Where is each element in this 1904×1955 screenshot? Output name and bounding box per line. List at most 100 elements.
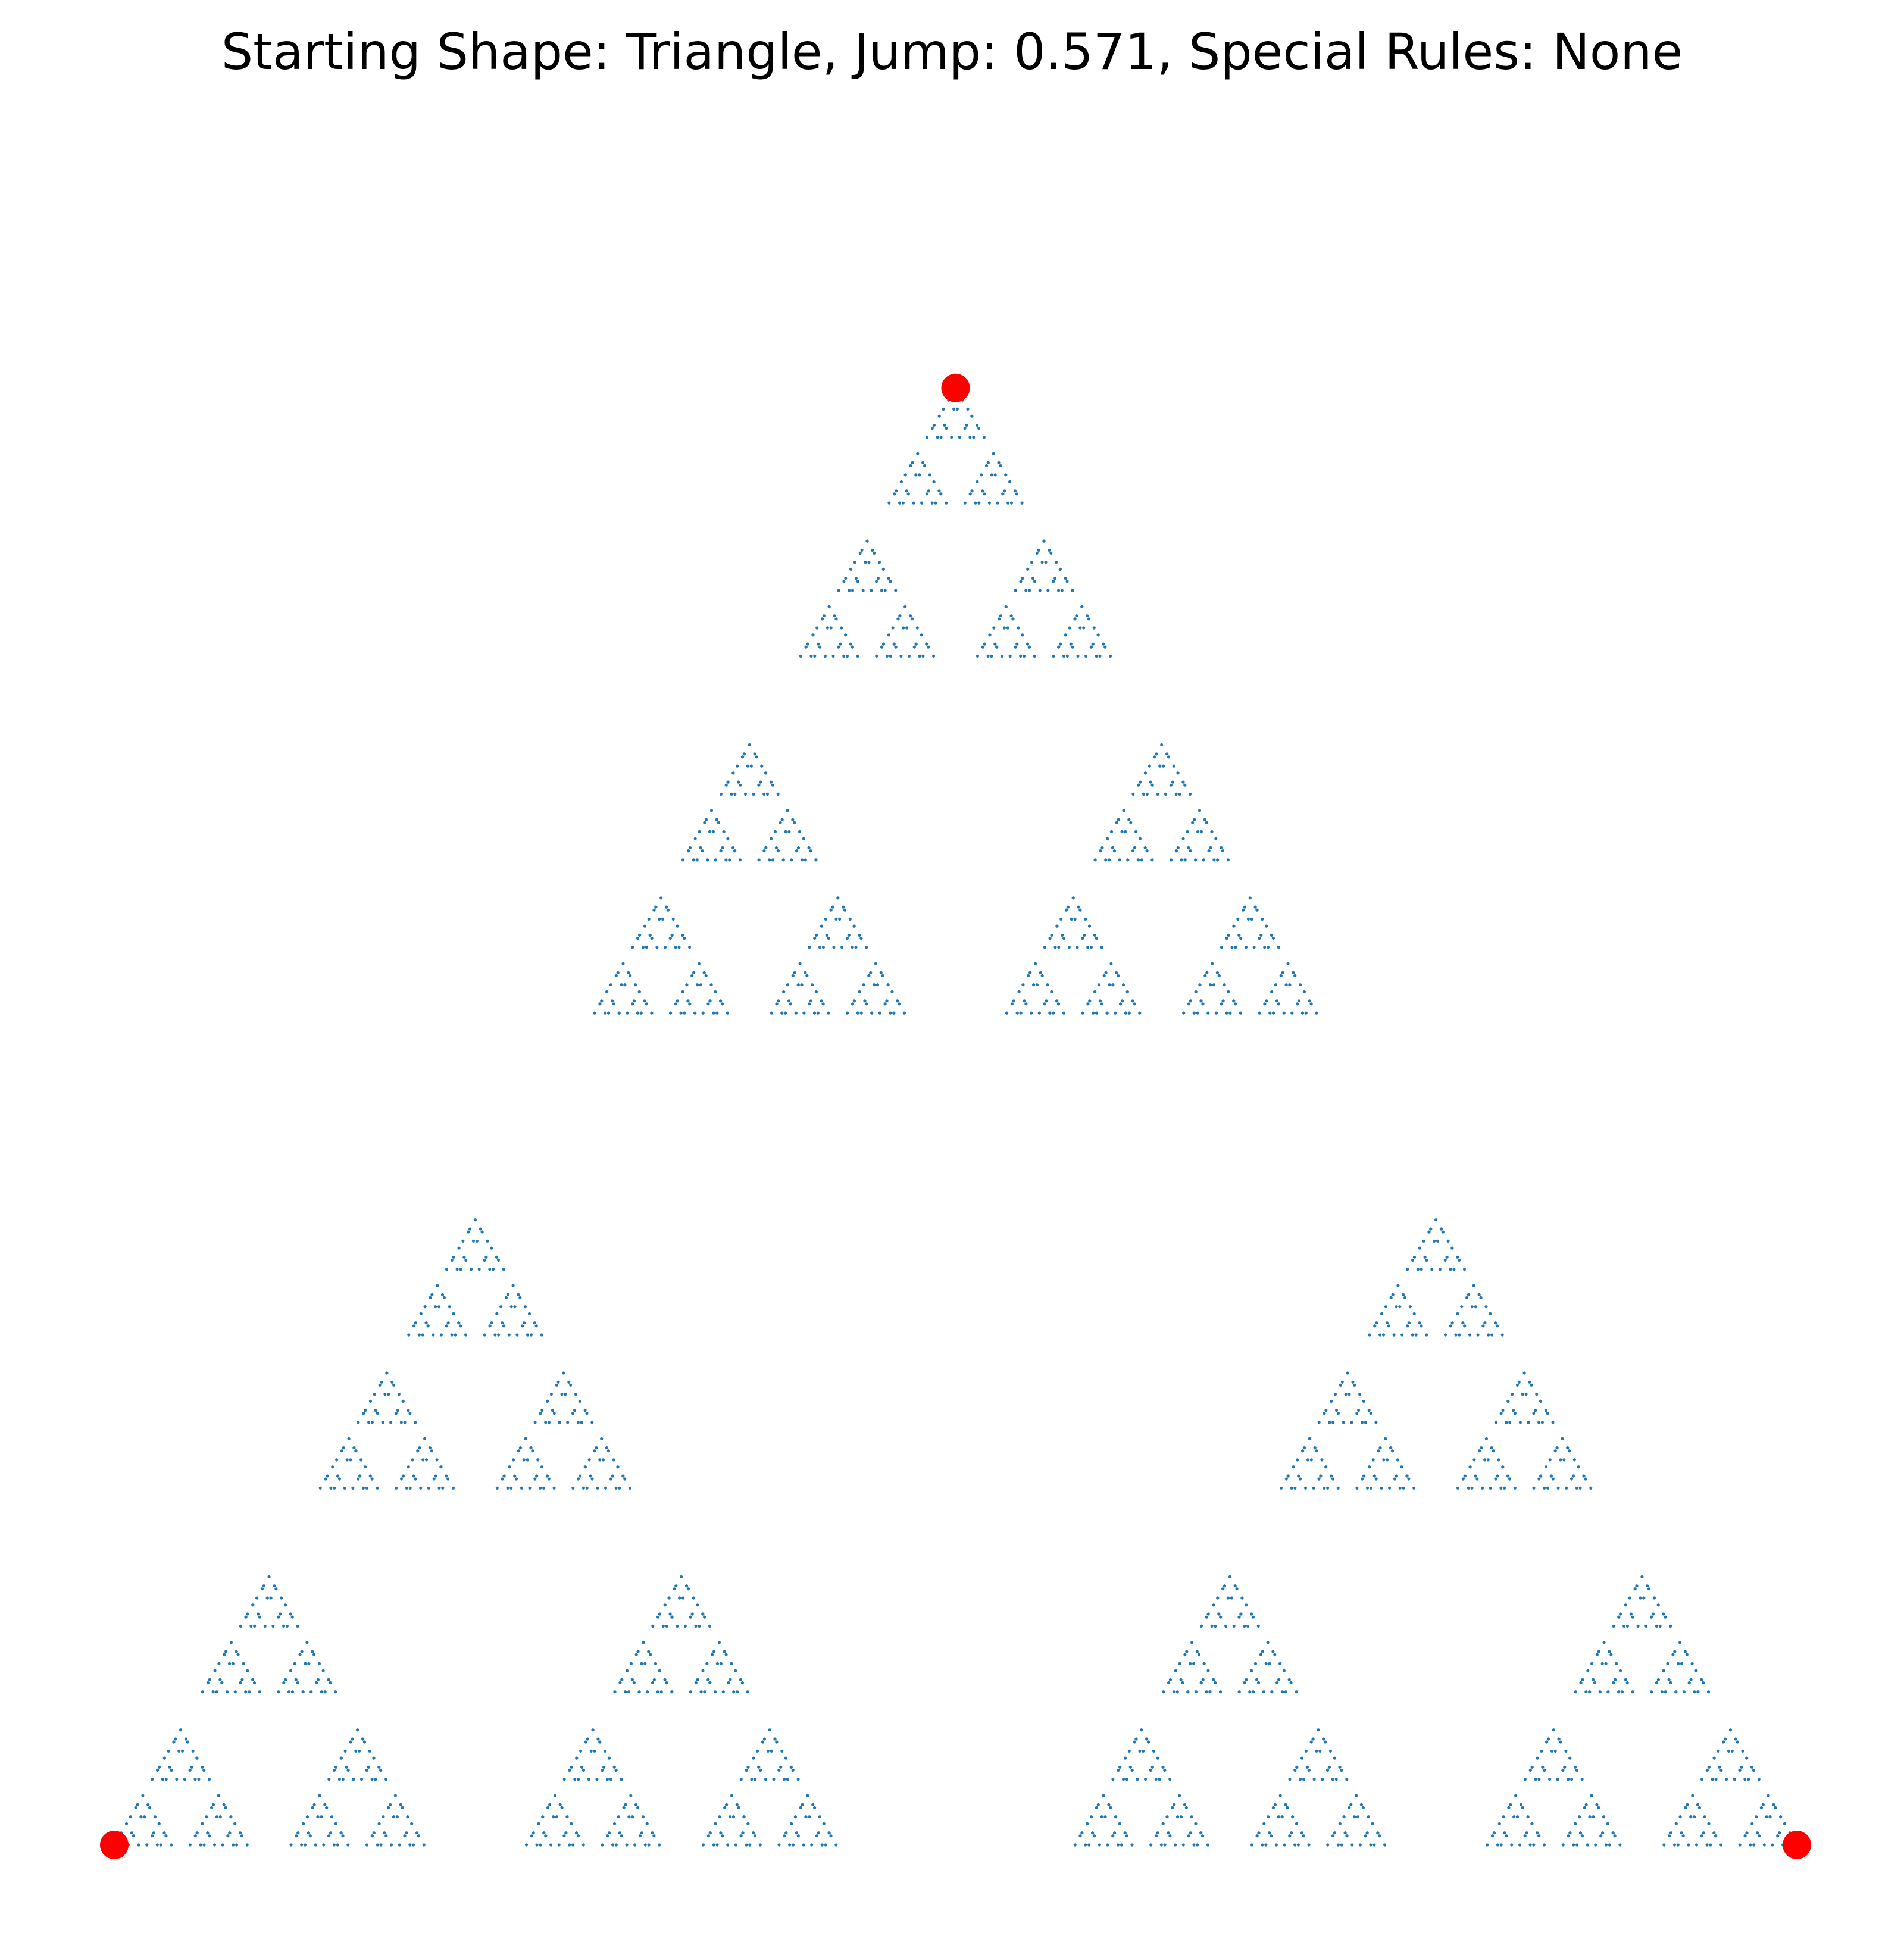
fractal-point — [300, 1843, 304, 1847]
fractal-point — [1270, 933, 1273, 937]
fractal-point — [376, 1412, 379, 1415]
fractal-point — [1674, 1822, 1678, 1825]
fractal-point — [1282, 1011, 1286, 1015]
fractal-point — [1296, 1843, 1300, 1847]
fractal-point — [709, 983, 713, 987]
fractal-point — [1515, 1815, 1520, 1819]
fractal-point — [1010, 1002, 1014, 1006]
fractal-point — [670, 1690, 674, 1694]
fractal-point — [641, 1815, 645, 1819]
fractal-point — [1331, 1477, 1334, 1481]
fractal-point — [1577, 1465, 1580, 1469]
fractal-point — [1523, 1834, 1527, 1838]
fractal-point — [887, 577, 890, 580]
fractal-point — [271, 1624, 275, 1628]
fractal-point — [1519, 1803, 1522, 1806]
fractal-point — [1014, 645, 1017, 649]
fractal-point — [1296, 1002, 1299, 1006]
fractal-point — [656, 1690, 659, 1694]
fractal-point — [1662, 1669, 1665, 1672]
fractal-point — [719, 1662, 723, 1665]
fractal-point — [1168, 1778, 1172, 1781]
fractal-point — [220, 1681, 224, 1685]
fractal-point — [706, 1678, 710, 1681]
fractal-point — [334, 1690, 337, 1694]
fractal-point — [424, 1458, 429, 1462]
fractal-point — [1572, 1458, 1576, 1462]
fractal-point — [914, 642, 918, 646]
fractal-point — [145, 1843, 149, 1847]
fractal-point — [351, 1737, 354, 1741]
fractal-point — [714, 1822, 717, 1825]
fractal-point — [813, 936, 817, 940]
fractal-point — [733, 849, 737, 853]
fractal-point — [483, 1258, 486, 1262]
fractal-point — [479, 1227, 482, 1231]
fractal-point — [1709, 1843, 1712, 1847]
fractal-point — [1221, 849, 1225, 853]
fractal-point — [1551, 1477, 1555, 1481]
fractal-point — [490, 1246, 493, 1250]
fractal-point — [681, 933, 684, 937]
fractal-point — [702, 1843, 705, 1847]
fractal-point — [1194, 858, 1198, 862]
fractal-point — [683, 1624, 687, 1628]
fractal-point — [864, 561, 867, 564]
fractal-point — [761, 1740, 765, 1744]
fractal-point — [1046, 589, 1050, 592]
fractal-point — [279, 1612, 282, 1616]
fractal-point — [397, 1393, 401, 1396]
fractal-point — [1076, 946, 1079, 949]
fractal-point — [1631, 1615, 1634, 1619]
fractal-point — [725, 1803, 729, 1806]
fractal-point — [817, 642, 820, 646]
fractal-point — [356, 1728, 359, 1732]
fractal-point — [976, 423, 979, 427]
fractal-point — [287, 1690, 291, 1694]
fractal-point — [616, 971, 620, 974]
fractal-point — [1299, 1477, 1302, 1481]
fractal-point — [595, 1778, 599, 1781]
fractal-point — [791, 1843, 795, 1847]
fractal-point — [502, 1268, 505, 1271]
fractal-point — [873, 983, 876, 987]
fractal-point — [593, 1749, 596, 1753]
fractal-point — [157, 1822, 161, 1825]
fractal-point — [790, 858, 793, 862]
fractal-point — [1001, 492, 1005, 496]
fractal-point — [448, 1305, 451, 1309]
fractal-point — [1309, 1740, 1313, 1744]
fractal-point — [522, 1458, 526, 1462]
fractal-point — [1402, 1293, 1405, 1296]
fractal-point — [776, 792, 780, 796]
fractal-point — [607, 1011, 611, 1015]
fractal-point — [1084, 654, 1088, 658]
fractal-point — [541, 1815, 545, 1819]
fractal-point — [993, 642, 997, 646]
fractal-point — [1752, 1768, 1756, 1772]
fractal-point — [748, 1843, 752, 1847]
fractal-point — [1027, 645, 1031, 649]
fractal-point — [1475, 1477, 1479, 1481]
fractal-point — [1226, 858, 1230, 862]
fractal-point — [1045, 999, 1048, 1003]
fractal-point — [1189, 1831, 1192, 1835]
fractal-point — [708, 830, 712, 834]
fractal-point — [1625, 1681, 1629, 1685]
fractal-point — [1264, 1662, 1268, 1665]
fractal-point — [1162, 764, 1165, 768]
fractal-point — [842, 654, 846, 658]
fractal-point — [824, 1843, 827, 1847]
fractal-point — [1148, 764, 1151, 768]
fractal-point — [1483, 1321, 1487, 1325]
fractal-point — [1682, 1690, 1686, 1694]
fractal-point — [1203, 974, 1207, 978]
fractal-point — [442, 1296, 446, 1299]
fractal-point — [730, 1794, 734, 1797]
fractal-point — [821, 1002, 825, 1006]
fractal-point — [357, 1477, 360, 1481]
fractal-point — [1201, 1834, 1205, 1838]
fractal-point — [1073, 1843, 1077, 1847]
fractal-point — [1019, 1011, 1023, 1015]
fractal-point — [339, 1831, 343, 1835]
